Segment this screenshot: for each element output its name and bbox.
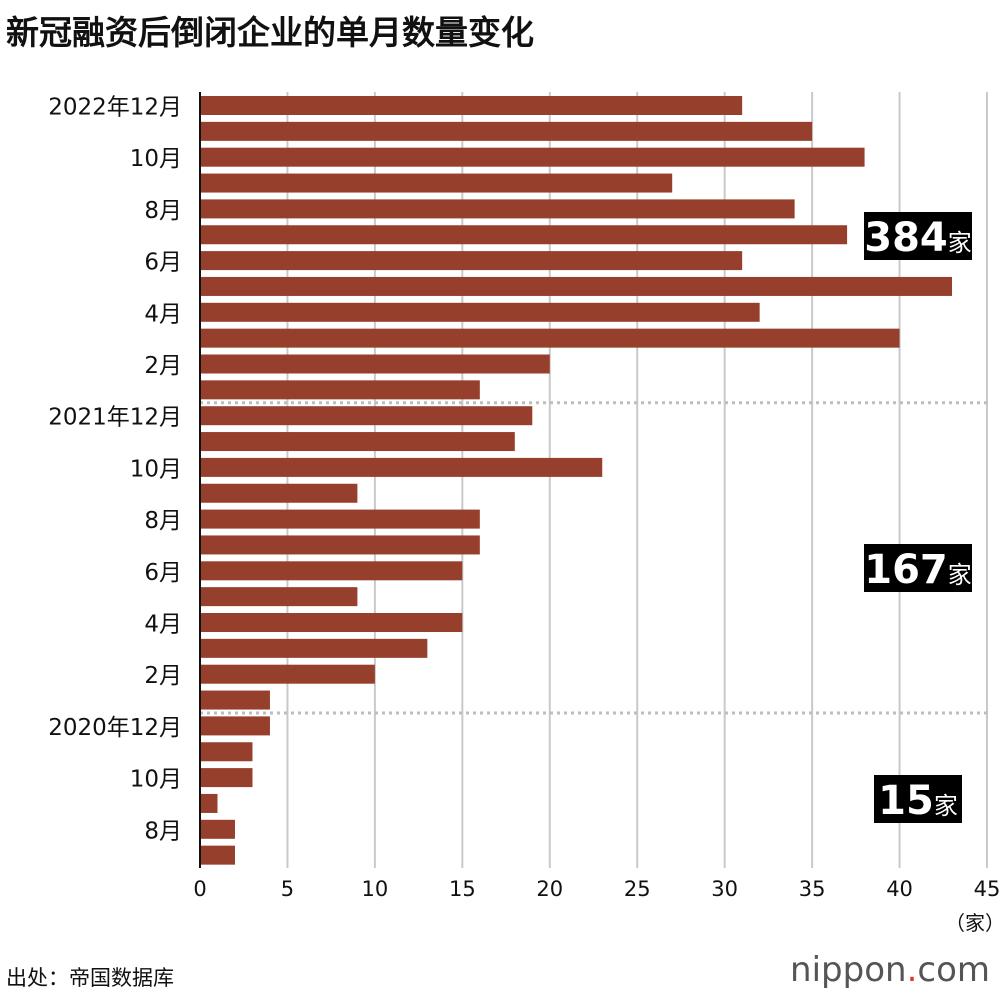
- bar: 2020年11月: 3: [200, 742, 253, 762]
- y-tick-label: 10月: [130, 767, 182, 793]
- bars: 2022年12月: 31 2022年11月: 35 2022年10月: 38 2022…: [200, 96, 953, 865]
- y-tick-label: 2022年12月: [48, 95, 182, 121]
- bar: 2021年7月: 16: [200, 535, 480, 555]
- bar: 2020年9月: 1: [200, 793, 218, 813]
- bar: 2022年7月: 37: [200, 225, 848, 245]
- x-tick-label: 15: [449, 877, 476, 901]
- y-tick-label: 6月: [144, 560, 182, 586]
- total-value: 15: [878, 778, 934, 824]
- y-tick-label: 8月: [144, 818, 182, 844]
- bar: 2022年8月: 34: [200, 199, 795, 219]
- x-unit-label: （家）: [945, 911, 1000, 935]
- brand-prefix: nippon: [790, 950, 907, 990]
- y-tick-label: 2020年12月: [48, 715, 182, 741]
- x-tick-label: 30: [711, 877, 738, 901]
- bar: 2021年1月: 4: [200, 690, 270, 710]
- x-tick-label: 25: [624, 877, 651, 901]
- total-label: 167家: [864, 547, 972, 593]
- total-box: [874, 775, 962, 823]
- y-tick-label: 6月: [144, 250, 182, 276]
- brand-dot: .: [906, 950, 918, 990]
- total-label: 15家: [878, 778, 958, 824]
- total-label: 384家: [864, 215, 972, 261]
- total-unit: 家: [948, 561, 972, 589]
- bar: 2021年11月: 18: [200, 432, 515, 452]
- x-tick-label: 20: [536, 877, 563, 901]
- bar: 2022年11月: 35: [200, 121, 813, 141]
- bar: 2021年2月: 10: [200, 664, 375, 684]
- x-tick-labels: 0 5 10 15 20 25 30 35 40 45: [193, 877, 1000, 901]
- bar: 2022年1月: 16: [200, 380, 480, 400]
- bar: 2021年9月: 9: [200, 483, 358, 503]
- total-annotation-2020: 15家: [874, 775, 962, 824]
- y-tick-label: 2月: [144, 663, 182, 689]
- bar: 2022年5月: 43: [200, 276, 953, 296]
- bar: 2021年3月: 13: [200, 638, 428, 658]
- y-tick-label: 2021年12月: [48, 405, 182, 431]
- bar: 2020年8月: 2: [200, 819, 235, 839]
- brand-suffix: com: [917, 950, 990, 990]
- bar: 2020年7月: 2: [200, 845, 235, 865]
- y-tick-labels: 2022年12月 10月 8月 6月 4月 2月 2021年12月 10月 8月 6月 4月 2月 20…: [48, 95, 182, 845]
- bar: 2020年12月: 4: [200, 716, 270, 736]
- chart-title: 新冠融资后倒闭企业的单月数量变化: [6, 13, 534, 52]
- bar: 2021年5月: 9: [200, 587, 358, 607]
- bar: 2022年9月: 27: [200, 173, 673, 193]
- total-annotation-2022: 384家: [864, 212, 972, 261]
- total-value: 384: [864, 215, 948, 261]
- bar: 2022年2月: 20: [200, 354, 550, 374]
- total-annotation-2021: 167家: [864, 544, 972, 593]
- bar: 2022年3月: 40: [200, 328, 900, 348]
- bar: 2021年10月: 23: [200, 457, 603, 477]
- total-unit: 家: [934, 792, 958, 820]
- bar: 2021年4月: 15: [200, 613, 463, 632]
- bar: 2020年10月: 3: [200, 768, 253, 788]
- bar: 2021年6月: 15: [200, 561, 463, 581]
- y-tick-label: 10月: [130, 456, 182, 482]
- x-tick-label: 10: [362, 877, 389, 901]
- x-tick-label: 5: [281, 877, 294, 901]
- bar: 2021年8月: 16: [200, 509, 480, 529]
- year-separators: [200, 401, 987, 715]
- total-box: [864, 212, 972, 260]
- bar: 2022年10月: 38: [200, 147, 865, 167]
- y-tick-label: 2月: [144, 353, 182, 379]
- source-note: 出处：帝国数据库: [6, 966, 174, 990]
- y-tick-label: 4月: [144, 301, 182, 327]
- x-tick-label: 0: [193, 877, 206, 901]
- total-box: [864, 544, 972, 592]
- y-tick-label: 10月: [130, 146, 182, 172]
- x-tick-label: 35: [799, 877, 826, 901]
- y-tick-label: 8月: [144, 508, 182, 534]
- x-tick-label: 45: [974, 877, 1000, 901]
- x-tick-label: 40: [886, 877, 913, 901]
- bar: 2022年6月: 31: [200, 251, 743, 271]
- total-unit: 家: [948, 229, 972, 257]
- total-value: 167: [864, 547, 948, 593]
- bar: 2021年12月: 19: [200, 406, 533, 426]
- bar: 2022年12月: 31: [200, 96, 743, 115]
- y-tick-label: 4月: [144, 612, 182, 638]
- y-tick-label: 8月: [144, 198, 182, 224]
- brand-logo: nippon.com: [790, 950, 990, 990]
- bar: 2022年4月: 32: [200, 302, 760, 322]
